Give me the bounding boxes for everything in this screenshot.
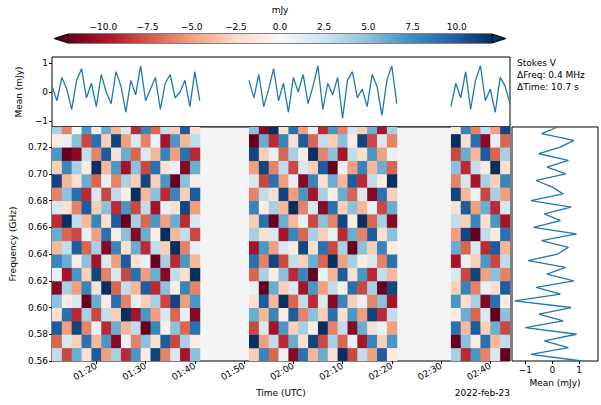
svg-text:0.72: 0.72 xyxy=(28,142,48,152)
svg-text:−1: −1 xyxy=(519,365,532,375)
svg-text:0: 0 xyxy=(549,365,555,375)
svg-text:Time (UTC): Time (UTC) xyxy=(255,388,306,398)
svg-text:10.0: 10.0 xyxy=(447,22,467,32)
svg-text:Mean (mJy): Mean (mJy) xyxy=(14,66,24,117)
svg-text:0.58: 0.58 xyxy=(28,329,48,339)
svg-text:−10.0: −10.0 xyxy=(90,22,118,32)
svg-text:01:40: 01:40 xyxy=(170,361,198,383)
svg-text:01:50: 01:50 xyxy=(219,361,247,383)
svg-text:7.5: 7.5 xyxy=(405,22,419,32)
svg-text:2022-feb-23: 2022-feb-23 xyxy=(455,388,510,398)
svg-text:−1: −1 xyxy=(35,116,48,126)
svg-text:01:20: 01:20 xyxy=(71,361,99,383)
svg-text:Stokes V: Stokes V xyxy=(517,58,557,68)
svg-text:0.56: 0.56 xyxy=(28,356,48,366)
svg-text:5.0: 5.0 xyxy=(361,22,376,32)
svg-text:0.62: 0.62 xyxy=(28,276,48,286)
svg-text:−2.5: −2.5 xyxy=(225,22,247,32)
svg-text:2.5: 2.5 xyxy=(317,22,331,32)
svg-text:02:10: 02:10 xyxy=(318,361,346,383)
svg-text:−5.0: −5.0 xyxy=(181,22,203,32)
svg-text:0.60: 0.60 xyxy=(28,303,48,313)
svg-text:0.70: 0.70 xyxy=(28,169,48,179)
svg-text:ΔFreq: 0.4 MHz: ΔFreq: 0.4 MHz xyxy=(517,70,585,80)
svg-text:mJy: mJy xyxy=(272,5,289,15)
svg-text:Mean (mJy): Mean (mJy) xyxy=(529,378,580,388)
svg-text:0.66: 0.66 xyxy=(28,222,48,232)
svg-text:02:40: 02:40 xyxy=(465,361,493,383)
svg-text:01:30: 01:30 xyxy=(121,361,149,383)
svg-text:1: 1 xyxy=(576,365,582,375)
svg-text:02:00: 02:00 xyxy=(268,361,296,383)
svg-text:−7.5: −7.5 xyxy=(137,22,159,32)
svg-text:02:20: 02:20 xyxy=(367,361,395,383)
svg-text:02:30: 02:30 xyxy=(416,361,444,383)
svg-text:0.68: 0.68 xyxy=(28,196,48,206)
svg-text:Frequency (GHz): Frequency (GHz) xyxy=(8,207,18,282)
svg-text:0.64: 0.64 xyxy=(28,249,48,259)
svg-text:1: 1 xyxy=(42,58,48,68)
svg-text:ΔTime: 10.7 s: ΔTime: 10.7 s xyxy=(517,82,579,92)
svg-text:0.0: 0.0 xyxy=(273,22,288,32)
svg-text:0: 0 xyxy=(42,87,48,97)
